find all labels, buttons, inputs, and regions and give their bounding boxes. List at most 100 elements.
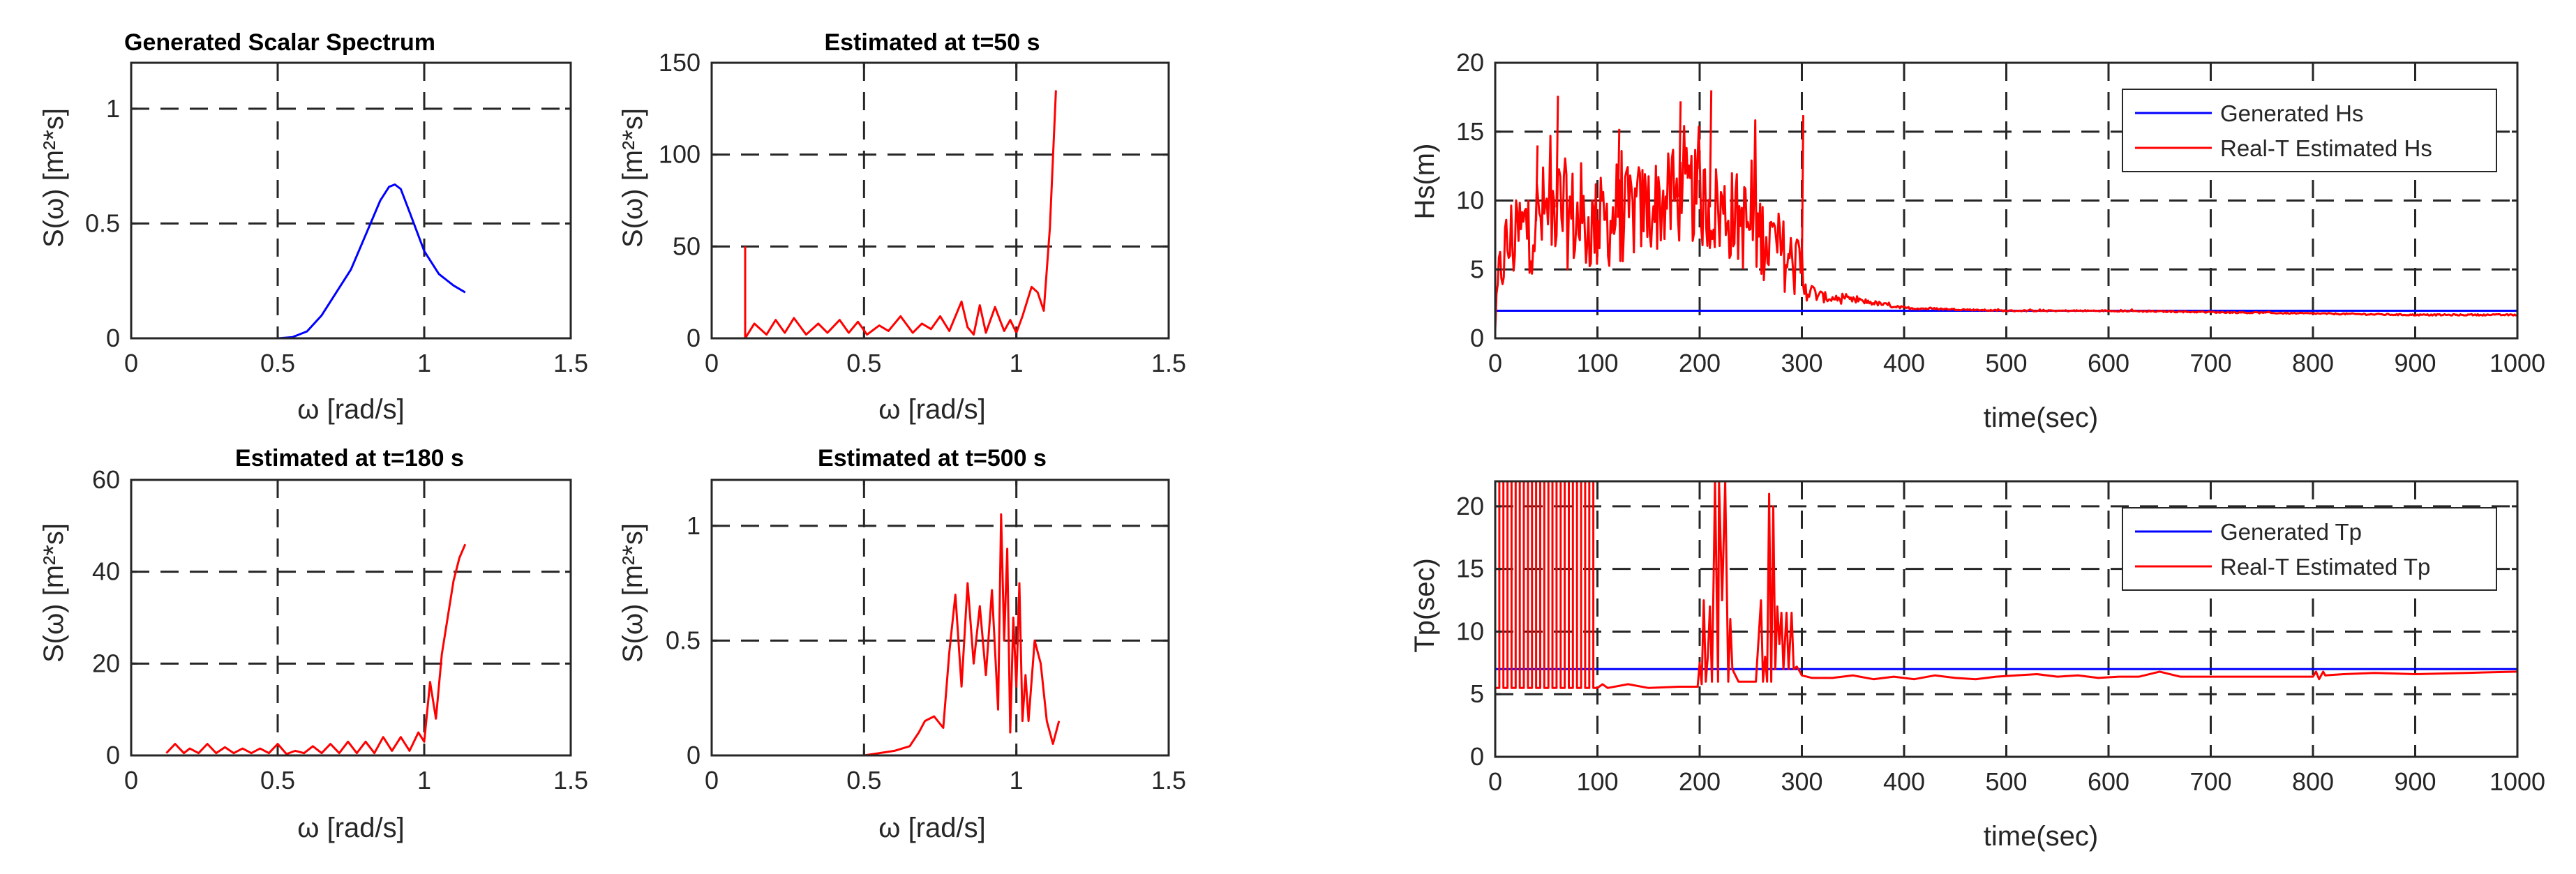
y-tick-label: 10 — [1456, 186, 1484, 215]
x-tick-label: 1000 — [2489, 349, 2545, 377]
y-axis-label: S(ω) [m²*s] — [38, 108, 69, 248]
peak-spike — [1535, 145, 1539, 222]
y-tick-label: 0.5 — [85, 209, 120, 237]
chart-title: Generated Scalar Spectrum — [124, 29, 435, 56]
series-line-1 — [742, 513, 1061, 755]
y-tick-label: 0 — [1470, 324, 1484, 352]
y-axis-label-text: S(ω) [m²*s] — [617, 523, 648, 663]
plot-area: 0 0.5 1 1.5 0 0.5 1 — [666, 479, 1186, 794]
x-tick-label: 0.5 — [260, 349, 295, 377]
peak-spike — [1801, 115, 1804, 270]
x-tick-label: 600 — [2088, 767, 2129, 796]
x-axis-label: time(sec) — [1984, 402, 2098, 433]
x-tick-label: 600 — [2088, 349, 2129, 377]
legend-box — [2122, 507, 2497, 591]
series-line-1 — [160, 183, 466, 338]
series-group — [160, 183, 466, 338]
y-tick-label: 10 — [1456, 617, 1484, 645]
x-tick-label: 500 — [1985, 349, 2027, 377]
x-tick-label: 200 — [1679, 767, 1721, 796]
series-group — [742, 513, 1061, 755]
y-axis-label: S(ω) [m²*s] — [38, 523, 69, 663]
legend-box — [2122, 89, 2497, 172]
x-axis-label: ω [rad/s] — [297, 813, 405, 843]
x-tick-label: 1000 — [2489, 767, 2545, 796]
legend-label: Real-T Estimated Hs — [2220, 135, 2432, 161]
x-tick-label: 0.5 — [846, 349, 881, 377]
chart-title: Estimated at t=50 s — [825, 29, 1040, 56]
y-tick-label: 20 — [1456, 48, 1484, 77]
y-axis-label-text: S(ω) [m²*s] — [38, 108, 69, 248]
legend-label: Generated Tp — [2220, 519, 2362, 545]
x-tick-label: 1.5 — [553, 766, 588, 794]
x-tick-label: 800 — [2292, 767, 2334, 796]
x-tick-label: 300 — [1781, 767, 1822, 796]
y-tick-label: 15 — [1456, 555, 1484, 583]
legend: Generated Hs Real-T Estimated Hs — [2122, 89, 2497, 172]
legend-label: Real-T Estimated Tp — [2220, 554, 2430, 580]
x-tick-label: 100 — [1576, 349, 1618, 377]
x-axis-label: ω [rad/s] — [297, 394, 405, 425]
y-tick-label: 1 — [106, 94, 120, 123]
y-tick-label: 0 — [106, 741, 120, 769]
y-axis-label: Hs(m) — [1409, 144, 1440, 220]
x-tick-label: 100 — [1576, 767, 1618, 796]
x-tick-label: 300 — [1781, 349, 1822, 377]
y-tick-label: 100 — [659, 140, 701, 169]
series-group — [165, 543, 467, 755]
x-tick-label: 700 — [2189, 349, 2231, 377]
y-axis-label-text: S(ω) [m²*s] — [38, 523, 69, 663]
series-line-2 — [1495, 119, 2517, 331]
x-tick-label: 0.5 — [260, 766, 295, 794]
y-tick-label: 150 — [659, 48, 701, 77]
chart-title: Estimated at t=180 s — [235, 445, 464, 472]
x-tick-label: 400 — [1883, 349, 1925, 377]
y-tick-label: 5 — [1470, 679, 1484, 708]
y-tick-label: 1 — [687, 511, 701, 540]
plot-area: 0 0.5 1 1.5 0 20 40 60 — [92, 465, 588, 794]
peak-spike — [1709, 90, 1713, 208]
series-line-1 — [165, 543, 467, 755]
plot-area: 0 0.5 1 1.5 0 0.5 1 — [85, 61, 588, 377]
y-tick-label: 0 — [687, 324, 701, 352]
x-axis-label: ω [rad/s] — [878, 813, 986, 843]
peak-spike — [1617, 128, 1621, 218]
y-tick-label: 60 — [92, 465, 120, 494]
x-tick-label: 1.5 — [1151, 349, 1186, 377]
axes-box — [710, 479, 1170, 757]
x-tick-label: 500 — [1985, 767, 2027, 796]
y-tick-label: 15 — [1456, 117, 1484, 146]
x-tick-label: 0 — [705, 766, 719, 794]
y-tick-label: 20 — [92, 649, 120, 677]
axes-box — [130, 61, 572, 340]
y-axis-label: S(ω) [m²*s] — [617, 108, 648, 248]
x-tick-label: 1 — [1010, 766, 1024, 794]
x-tick-label: 0.5 — [846, 766, 881, 794]
legend-label: Generated Hs — [2220, 100, 2363, 126]
axes-box — [130, 479, 572, 757]
x-tick-label: 200 — [1679, 349, 1721, 377]
series-group — [1495, 90, 2517, 331]
x-tick-label: 1 — [417, 766, 431, 794]
series-group — [1495, 481, 2517, 689]
x-tick-label: 900 — [2394, 767, 2436, 796]
y-tick-label: 0 — [106, 324, 120, 352]
panel-estimated-t180: Estimated at t=180 s S(ω) [m²*s] ω [rad/… — [38, 445, 588, 843]
panel-tp-time-series: Tp(sec) time(sec) 0 100 200 300 400 500 600 700… — [1409, 480, 2545, 852]
x-tick-label: 0 — [705, 349, 719, 377]
x-axis-label: time(sec) — [1984, 821, 2098, 852]
series-line-2 — [1495, 481, 2517, 689]
x-tick-label: 1 — [1010, 349, 1024, 377]
peak-spike — [1678, 101, 1682, 197]
x-tick-label: 700 — [2189, 767, 2231, 796]
peak-spike — [1555, 96, 1559, 208]
x-tick-label: 1 — [417, 349, 431, 377]
x-tick-label: 0 — [124, 766, 138, 794]
panel-estimated-t500: Estimated at t=500 s S(ω) [m²*s] ω [rad/… — [617, 445, 1186, 843]
axes-box — [710, 61, 1170, 340]
x-axis-label: ω [rad/s] — [878, 394, 986, 425]
x-tick-label: 1.5 — [1151, 766, 1186, 794]
y-tick-label: 0 — [1470, 742, 1484, 771]
y-axis-label: Tp(sec) — [1409, 558, 1440, 653]
